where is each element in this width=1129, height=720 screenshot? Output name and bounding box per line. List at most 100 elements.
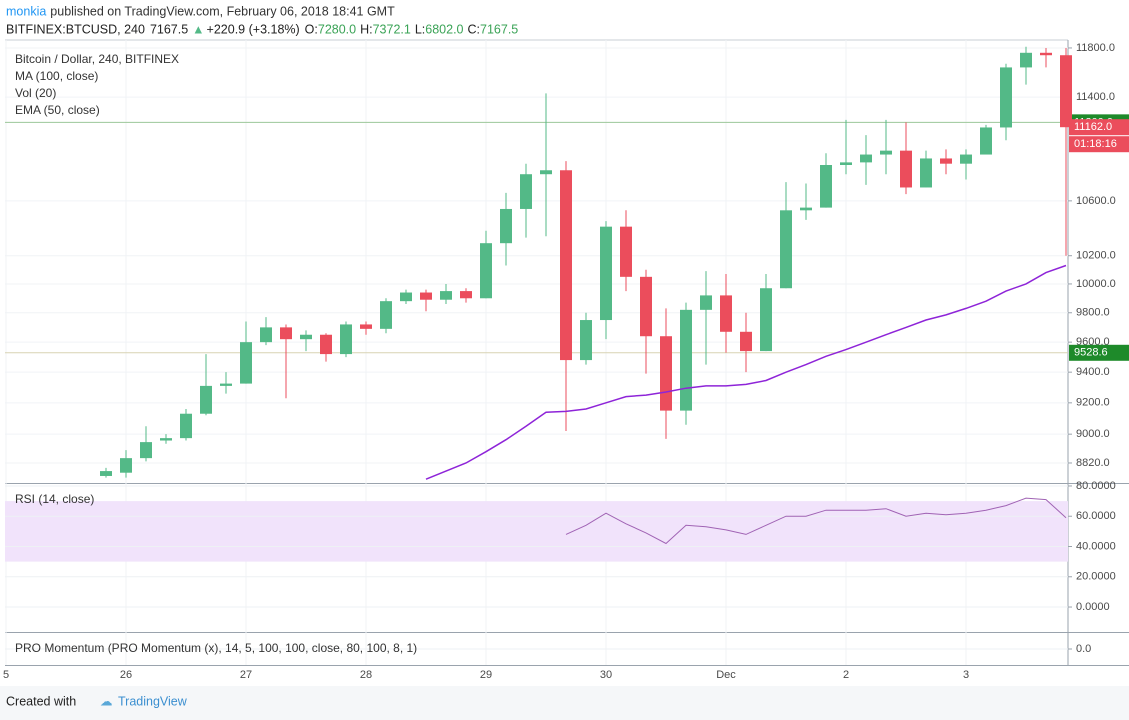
y-tick-label: 9200.0 bbox=[1076, 397, 1110, 409]
candle-body bbox=[720, 295, 732, 332]
y-tick-label: 0.0000 bbox=[1076, 601, 1110, 613]
candle-body bbox=[660, 336, 672, 411]
candle-body bbox=[160, 438, 172, 441]
y-tick-label: 10000.0 bbox=[1076, 278, 1116, 290]
ohlc-value: 6802.0 bbox=[425, 22, 463, 36]
candle-body bbox=[140, 442, 152, 459]
price-tag bbox=[1069, 119, 1129, 136]
ohlc-label: O: bbox=[305, 22, 318, 36]
ohlc-value: 7167.5 bbox=[480, 22, 518, 36]
legend-entry: MA (100, close) bbox=[15, 69, 98, 83]
pane-title: PRO Momentum (PRO Momentum (x), 14, 5, 1… bbox=[15, 641, 417, 655]
candle-body bbox=[700, 295, 712, 310]
x-tick-label: 5 bbox=[3, 669, 9, 681]
pane-title: RSI (14, close) bbox=[15, 492, 94, 506]
x-tick-label: 2 bbox=[843, 669, 849, 681]
y-tick-label: 40.0000 bbox=[1076, 540, 1116, 552]
last-price: 7167.5 bbox=[150, 22, 188, 36]
candle-body bbox=[620, 226, 632, 277]
ohlc-value: 7280.0 bbox=[318, 22, 356, 36]
y-tick-label: 11400.0 bbox=[1076, 91, 1115, 103]
candle-body bbox=[780, 210, 792, 289]
candle-body bbox=[820, 165, 832, 208]
y-tick-label: 80.0000 bbox=[1076, 480, 1116, 492]
study-name: Vol (20) bbox=[15, 86, 56, 100]
candle-body bbox=[1040, 52, 1052, 56]
change-arrow: ▲ bbox=[192, 22, 204, 36]
candle-body bbox=[220, 383, 232, 386]
candle-body bbox=[180, 413, 192, 439]
candle-body bbox=[240, 342, 252, 384]
candle-body bbox=[560, 170, 572, 361]
ohlc-label: H: bbox=[360, 22, 373, 36]
candle-body bbox=[340, 324, 352, 355]
y-tick-label: 9400.0 bbox=[1076, 366, 1110, 378]
candle-body bbox=[500, 208, 512, 244]
candle-body bbox=[640, 276, 652, 337]
author: monkia bbox=[6, 4, 46, 18]
y-tick-label: 60.0000 bbox=[1076, 510, 1116, 522]
candle-body bbox=[400, 292, 412, 302]
indicator-line bbox=[565, 497, 1067, 545]
ma-line bbox=[425, 264, 1067, 480]
ohlc-label: L: bbox=[415, 22, 425, 36]
y-tick-label: 8820.0 bbox=[1076, 457, 1110, 469]
candle-body bbox=[860, 154, 872, 163]
candle-body bbox=[280, 327, 292, 340]
ohlc-value: 7372.1 bbox=[373, 22, 411, 36]
candle-body bbox=[260, 327, 272, 343]
candle-body bbox=[880, 150, 892, 155]
candle-body bbox=[480, 243, 492, 299]
candle-body bbox=[1020, 52, 1032, 68]
candle-body bbox=[680, 309, 692, 411]
candle-body bbox=[520, 174, 532, 209]
candle-body bbox=[320, 334, 332, 355]
candle-body bbox=[540, 170, 552, 175]
legend-title: Bitcoin / Dollar, 240, BITFINEX bbox=[15, 52, 179, 66]
price-tag-label: 9528.6 bbox=[1074, 347, 1108, 359]
candle-body bbox=[1060, 55, 1072, 128]
y-tick-label: 10200.0 bbox=[1076, 250, 1116, 262]
x-tick-label: 28 bbox=[360, 669, 372, 681]
rsi-band bbox=[5, 501, 1068, 562]
footer-bar bbox=[0, 686, 1129, 720]
x-tick-label: 27 bbox=[240, 669, 252, 681]
candle-body bbox=[360, 324, 372, 329]
countdown-tag bbox=[1069, 136, 1129, 153]
study-name: EMA (50, close) bbox=[15, 103, 100, 117]
candle-body bbox=[120, 458, 132, 473]
price-tag-label: 11162.0 bbox=[1074, 121, 1112, 133]
countdown: 01:18:16 bbox=[1074, 138, 1117, 150]
candle-body bbox=[460, 291, 472, 299]
ohlc-label: C: bbox=[468, 22, 481, 36]
candle-body bbox=[440, 291, 452, 300]
y-tick-label: 11800.0 bbox=[1076, 42, 1115, 54]
candle-body bbox=[840, 162, 852, 166]
x-tick-label: 29 bbox=[480, 669, 492, 681]
footer-text: Created with bbox=[6, 694, 76, 708]
footer-logo: ☁ bbox=[100, 694, 113, 708]
candle-body bbox=[940, 158, 952, 164]
footer-brand: TradingView bbox=[118, 694, 188, 708]
x-tick-label: 3 bbox=[963, 669, 969, 681]
symbol: BITFINEX:BTCUSD, 240 bbox=[6, 22, 145, 36]
change: +220.9 (+3.18%) bbox=[207, 22, 300, 36]
candle-body bbox=[920, 158, 932, 188]
y-tick-label: 9000.0 bbox=[1076, 428, 1110, 440]
published-line: published on TradingView.com, February 0… bbox=[50, 4, 395, 18]
candle-body bbox=[960, 154, 972, 164]
candle-body bbox=[300, 334, 312, 340]
candle-body bbox=[800, 207, 812, 211]
candle-body bbox=[600, 226, 612, 321]
candle-body bbox=[740, 331, 752, 352]
x-tick-label: Dec bbox=[716, 669, 736, 681]
candle-body bbox=[1000, 67, 1012, 128]
y-tick-label: 20.0000 bbox=[1076, 571, 1116, 583]
y-tick-label: 9800.0 bbox=[1076, 307, 1110, 319]
candle-body bbox=[980, 127, 992, 155]
candle-body bbox=[100, 471, 112, 476]
candle-body bbox=[760, 288, 772, 352]
y-tick-label: 0.0 bbox=[1076, 643, 1091, 655]
x-tick-label: 30 bbox=[600, 669, 612, 681]
